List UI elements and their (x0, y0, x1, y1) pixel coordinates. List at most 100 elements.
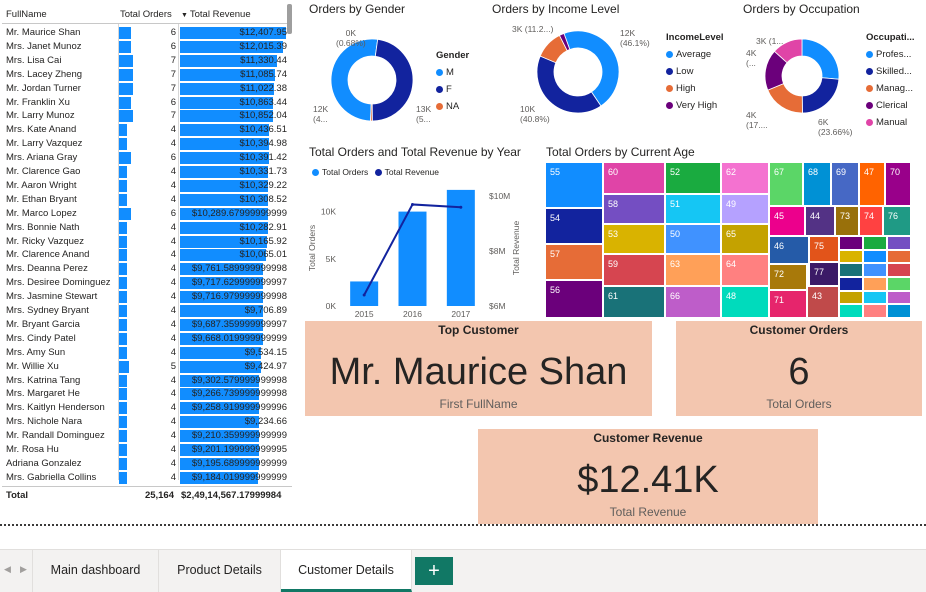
table-row[interactable]: Mrs. Lisa Cai 7 $11,330.44 (2, 54, 292, 68)
treemap-tile-age-56[interactable]: 56 (545, 280, 603, 318)
table-row[interactable]: Mr. Willie Xu 5 $9,424.97 (2, 360, 292, 374)
gender-donut-chart[interactable] (330, 38, 414, 122)
table-row[interactable]: Mr. Clarence Anand 4 $10,065.01 (2, 248, 292, 262)
table-row[interactable]: Mrs. Amy Sun 4 $9,534.15 (2, 346, 292, 360)
table-row[interactable]: Mrs. Kate Anand 4 $10,436.51 (2, 123, 292, 137)
treemap-tile-age-47[interactable]: 47 (859, 162, 885, 206)
treemap-tile-age-50[interactable]: 50 (665, 224, 721, 254)
treemap-tile-age-61[interactable]: 61 (603, 286, 665, 318)
table-row[interactable]: Mrs. Bonnie Nath 4 $10,282.91 (2, 221, 292, 235)
legend-item[interactable]: Manag... (866, 83, 915, 94)
donut-slice-na[interactable] (370, 103, 373, 122)
table-row[interactable]: Mr. Bryant Garcia 4 $9,687.359999999997 (2, 318, 292, 332)
legend-item[interactable]: High (666, 83, 724, 94)
customer-table[interactable]: FullName Total Orders ▼ Total Revenue Mr… (2, 2, 292, 502)
treemap-tile-small[interactable] (863, 263, 887, 277)
treemap-tile-age-51[interactable]: 51 (665, 194, 721, 224)
treemap-tile-age-45[interactable]: 45 (769, 206, 805, 236)
table-row[interactable]: Mr. Rosa Hu 4 $9,201.199999999995 (2, 443, 292, 457)
legend-item[interactable]: Average (666, 49, 724, 60)
donut-slice-veryhigh[interactable] (558, 32, 571, 52)
point-total-revenue-2016[interactable] (411, 202, 414, 206)
table-row[interactable]: Mrs. Deanna Perez 4 $9,761.589999999998 (2, 262, 292, 276)
treemap-tile-age-53[interactable]: 53 (603, 224, 665, 254)
treemap-tile-age-46[interactable]: 46 (769, 236, 809, 264)
treemap-tile-small[interactable] (887, 236, 911, 250)
treemap-tile-small[interactable] (839, 263, 863, 277)
table-row[interactable]: Mrs. Lacey Zheng 7 $11,085.74 (2, 68, 292, 82)
year-combo-chart[interactable]: 0K 5K 10K $6M $8M $10M Total Orders Total Reven… (305, 178, 525, 320)
treemap-tile-small[interactable] (839, 290, 863, 305)
age-treemap[interactable]: 55 54 57 56 60 58 53 59 61 52 51 50 63 66 62 49 65 64 48 67… (545, 162, 911, 318)
tab-scroll-right-icon[interactable]: ▶ (20, 564, 27, 574)
table-row[interactable]: Mr. Ricky Vazquez 4 $10,165.92 (2, 235, 292, 249)
donut-slice-f[interactable] (371, 38, 414, 122)
treemap-tile-small[interactable] (839, 249, 863, 264)
legend-item[interactable]: NA (436, 101, 469, 112)
treemap-tile-age-65[interactable]: 65 (721, 224, 769, 254)
legend-item[interactable]: Very High (666, 100, 724, 111)
treemap-tile-small[interactable] (887, 249, 911, 264)
point-total-revenue-2017[interactable] (459, 205, 463, 209)
treemap-tile-small[interactable] (887, 304, 911, 318)
tab-customer-details[interactable]: Customer Details (281, 550, 412, 592)
donut-slice-m[interactable] (330, 38, 379, 122)
treemap-tile-age-52[interactable]: 52 (665, 162, 721, 194)
table-row[interactable]: Mrs. Kaitlyn Henderson 4 $9,258.9199999999… (2, 401, 292, 415)
donut-slice-skilled[interactable] (801, 77, 840, 114)
treemap-tile-small[interactable] (863, 249, 887, 264)
legend-item[interactable]: Low (666, 66, 724, 77)
treemap-tile-age-63[interactable]: 63 (665, 254, 721, 286)
legend-item[interactable]: Profes... (866, 49, 915, 60)
table-row[interactable]: Mr. Maurice Shan 6 $12,407.95 (2, 26, 292, 40)
table-row[interactable]: Mrs. Gabriella Collins 4 $9,184.0199999999… (2, 471, 292, 485)
header-total-orders[interactable]: Total Orders (120, 9, 172, 20)
treemap-tile-age-69[interactable]: 69 (831, 162, 859, 206)
table-row[interactable]: Mr. Ethan Bryant 4 $10,308.52 (2, 193, 292, 207)
table-row[interactable]: Mr. Marco Lopez 6 $10,289.67999999999 (2, 207, 292, 221)
donut-slice-manual[interactable] (773, 38, 803, 64)
point-total-revenue-2015[interactable] (362, 293, 366, 297)
treemap-tile-age-48[interactable]: 48 (721, 286, 769, 318)
table-row[interactable]: Mrs. Margaret He 4 $9,266.739999999998 (2, 387, 292, 401)
treemap-tile-age-67[interactable]: 67 (769, 162, 803, 206)
legend-item[interactable]: Manual (866, 117, 915, 128)
table-row[interactable]: Mrs. Janet Munoz 6 $12,015.39 (2, 40, 292, 54)
table-row[interactable]: Mrs. Katrina Tang 4 $9,302.579999999998 (2, 374, 292, 388)
treemap-tile-small[interactable] (863, 277, 887, 291)
treemap-tile-small[interactable] (863, 290, 887, 305)
treemap-tile-age-68[interactable]: 68 (803, 162, 831, 206)
table-row[interactable]: Mr. Larry Munoz 7 $10,852.04 (2, 109, 292, 123)
legend-item[interactable]: M (436, 67, 469, 78)
tab-scroll-left-icon[interactable]: ◀ (4, 564, 11, 574)
table-row[interactable]: Mrs. Sydney Bryant 4 $9,706.89 (2, 304, 292, 318)
donut-slice-average[interactable] (563, 30, 620, 107)
table-row[interactable]: Mrs. Desiree Dominguez 4 $9,717.6299999999… (2, 276, 292, 290)
treemap-tile-small[interactable] (839, 304, 863, 318)
treemap-tile-age-75[interactable]: 75 (809, 236, 839, 262)
tab-main-dashboard[interactable]: Main dashboard (32, 550, 159, 592)
treemap-tile-age-76[interactable]: 76 (883, 206, 911, 236)
treemap-tile-small[interactable] (863, 304, 887, 318)
treemap-tile-age-74[interactable]: 74 (859, 206, 883, 236)
treemap-tile-age-66[interactable]: 66 (665, 286, 721, 318)
treemap-tile-age-72[interactable]: 72 (769, 264, 807, 290)
treemap-tile-small[interactable] (839, 277, 863, 291)
treemap-tile-age-73[interactable]: 73 (835, 206, 859, 236)
table-row[interactable]: Mr. Jordan Turner 7 $11,022.38 (2, 82, 292, 96)
add-page-button[interactable]: + (415, 557, 453, 585)
income-donut-chart[interactable] (536, 30, 620, 114)
treemap-tile-age-70[interactable]: 70 (885, 162, 911, 206)
table-scrollbar[interactable] (287, 4, 292, 34)
treemap-tile-age-49[interactable]: 49 (721, 194, 769, 224)
table-row[interactable]: Mrs. Ariana Gray 6 $10,391.42 (2, 151, 292, 165)
treemap-tile-age-77[interactable]: 77 (809, 262, 839, 286)
table-row[interactable]: Mr. Larry Vazquez 4 $10,394.98 (2, 137, 292, 151)
treemap-tile-age-58[interactable]: 58 (603, 194, 665, 224)
bar-total-orders-2016[interactable] (398, 211, 427, 306)
treemap-tile-small[interactable] (863, 236, 887, 250)
treemap-tile-age-57[interactable]: 57 (545, 244, 603, 280)
legend-item[interactable]: F (436, 84, 469, 95)
tab-product-details[interactable]: Product Details (159, 550, 281, 592)
table-row[interactable]: Mrs. Jasmine Stewart 4 $9,716.979999999998 (2, 290, 292, 304)
